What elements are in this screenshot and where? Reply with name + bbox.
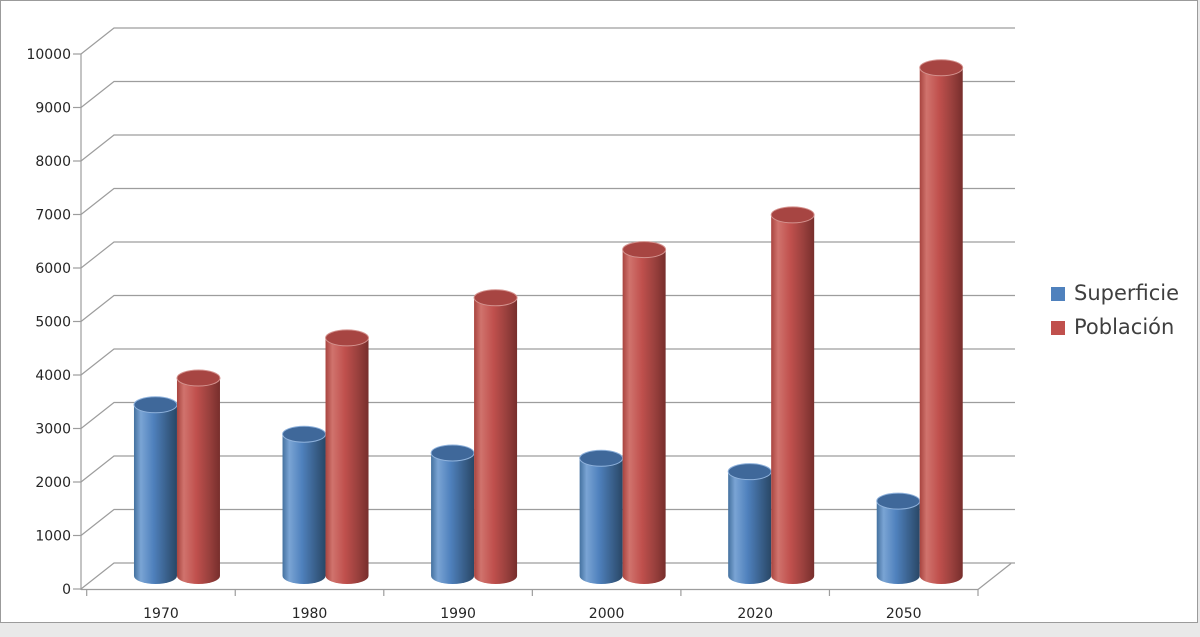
- gridline-2000: [80, 455, 1015, 483]
- legend-label-poblacion: Población: [1074, 315, 1175, 340]
- x-category-label-2020: 2020: [737, 606, 773, 622]
- cylinder-top-población-2020: [770, 206, 815, 224]
- cylinder-población-2020: [771, 214, 815, 584]
- cylinder-población-1980: [325, 337, 369, 584]
- y-tick-label: 5000: [35, 315, 71, 331]
- cylinder-superficie-2000: [579, 458, 623, 584]
- gridline-3000: [80, 401, 1015, 429]
- x-category-label-1990: 1990: [440, 606, 476, 622]
- cylinder-superficie-2020: [728, 471, 772, 584]
- y-tick-label: 8000: [35, 154, 71, 170]
- y-tick-label: 0: [62, 582, 71, 598]
- cylinder-top-superficie-2020: [727, 463, 772, 481]
- gridline-6000: [80, 241, 1015, 269]
- y-tick-label: 1000: [35, 529, 71, 545]
- cylinder-top-superficie-2050: [876, 492, 921, 510]
- cylinder-top-superficie-1970: [133, 396, 178, 414]
- x-category-label-1970: 1970: [143, 606, 179, 622]
- x-category-label-2000: 2000: [589, 606, 625, 622]
- gridline-1000: [80, 508, 1015, 536]
- y-tick-label: 9000: [35, 101, 71, 117]
- gridline-5000: [80, 294, 1015, 322]
- y-tick-label: 6000: [35, 261, 71, 277]
- cylinder-top-población-1970: [176, 369, 221, 387]
- chart-legend: Superficie Población: [1051, 281, 1180, 340]
- gridline-4000: [80, 348, 1015, 376]
- y-tick-label: 3000: [35, 422, 71, 438]
- cylinder-superficie-1970: [133, 404, 177, 584]
- gridline-10000: [80, 27, 1015, 55]
- cylinder-top-población-2000: [622, 241, 667, 259]
- y-tick-label: 7000: [35, 208, 71, 224]
- cylinder-superficie-1980: [282, 434, 326, 584]
- floor-right-edge: [977, 563, 1012, 590]
- legend-swatch-superficie: [1051, 286, 1065, 301]
- legend-item-poblacion: Población: [1051, 315, 1179, 340]
- cylinder-población-2000: [622, 249, 666, 584]
- cylinder-población-1970: [176, 378, 220, 584]
- cylinder-top-superficie-1980: [282, 425, 327, 443]
- cylinder-superficie-1990: [431, 452, 475, 584]
- cylinder-top-población-1990: [473, 289, 518, 307]
- gridline-7000: [80, 187, 1015, 215]
- gridline-9000: [80, 80, 1015, 108]
- population-3d-cylinder-chart: 0 1000 2000 3000 4000 5000 6000 7000 8000 9000 100…: [26, 27, 1015, 622]
- cylinder-top-población-2050: [919, 59, 964, 77]
- cylinder-población-2050: [919, 67, 963, 584]
- cylinder-top-superficie-2000: [579, 449, 624, 467]
- legend-swatch-poblacion: [1051, 320, 1065, 335]
- cylinder-superficie-2050: [876, 501, 920, 584]
- gridline-0: [80, 562, 1015, 590]
- gridline-8000: [80, 134, 1015, 162]
- cylinder-población-1990: [474, 297, 518, 584]
- cylinder-top-superficie-1990: [430, 444, 475, 462]
- x-category-label-1980: 1980: [292, 606, 328, 622]
- legend-label-superficie: Superficie: [1074, 281, 1180, 305]
- y-tick-label: 2000: [35, 475, 71, 491]
- legend-item-superficie: Superficie: [1051, 281, 1180, 305]
- y-tick-label: 10000: [26, 47, 71, 63]
- x-category-label-2050: 2050: [886, 606, 922, 622]
- chart-frame: 0 1000 2000 3000 4000 5000 6000 7000 8000 9000 100…: [0, 0, 1198, 623]
- y-tick-label: 4000: [35, 368, 71, 384]
- cylinder-top-población-1980: [325, 329, 370, 347]
